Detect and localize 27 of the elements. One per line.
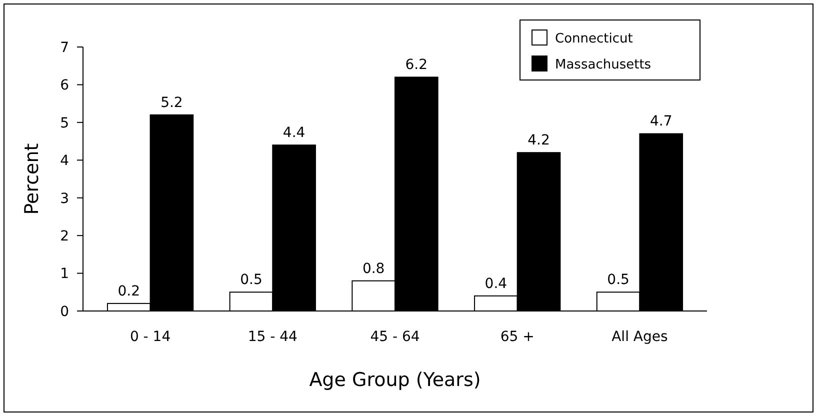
y-axis-title: Percent — [21, 143, 43, 215]
y-tick-label: 6 — [60, 78, 70, 94]
data-label: 0.5 — [240, 272, 262, 288]
y-tick-label: 0 — [60, 304, 69, 320]
x-tick-label: 45 - 64 — [370, 329, 420, 345]
y-tick-label: 3 — [60, 190, 69, 207]
data-label: 4.2 — [528, 132, 550, 149]
y-tick-label: 2 — [60, 228, 69, 244]
x-tick-label: All Ages — [612, 329, 668, 345]
data-label: 0.4 — [484, 276, 508, 292]
data-label: 0.8 — [362, 260, 385, 277]
y-tick-label: 7 — [60, 40, 69, 56]
data-label: 5.2 — [160, 94, 183, 111]
data-label: 0.5 — [607, 272, 630, 288]
y-tick-label: 1 — [60, 266, 69, 282]
data-label: 4.7 — [650, 114, 672, 130]
x-tick-label: 15 - 44 — [248, 329, 298, 345]
x-tick-label: 0 - 14 — [130, 329, 171, 345]
data-label: 6.2 — [405, 57, 428, 74]
x-tick-label: 65 + — [500, 329, 534, 345]
x-axis-title: Age Group (Years) — [309, 369, 481, 391]
y-tick-label: 5 — [60, 115, 69, 132]
y-tick-label: 4 — [60, 153, 70, 170]
legend-label: Massachusetts — [555, 58, 652, 73]
data-label: 4.4 — [282, 125, 306, 142]
data-label: 0.2 — [118, 283, 140, 300]
legend-label: Connecticut — [555, 32, 633, 47]
